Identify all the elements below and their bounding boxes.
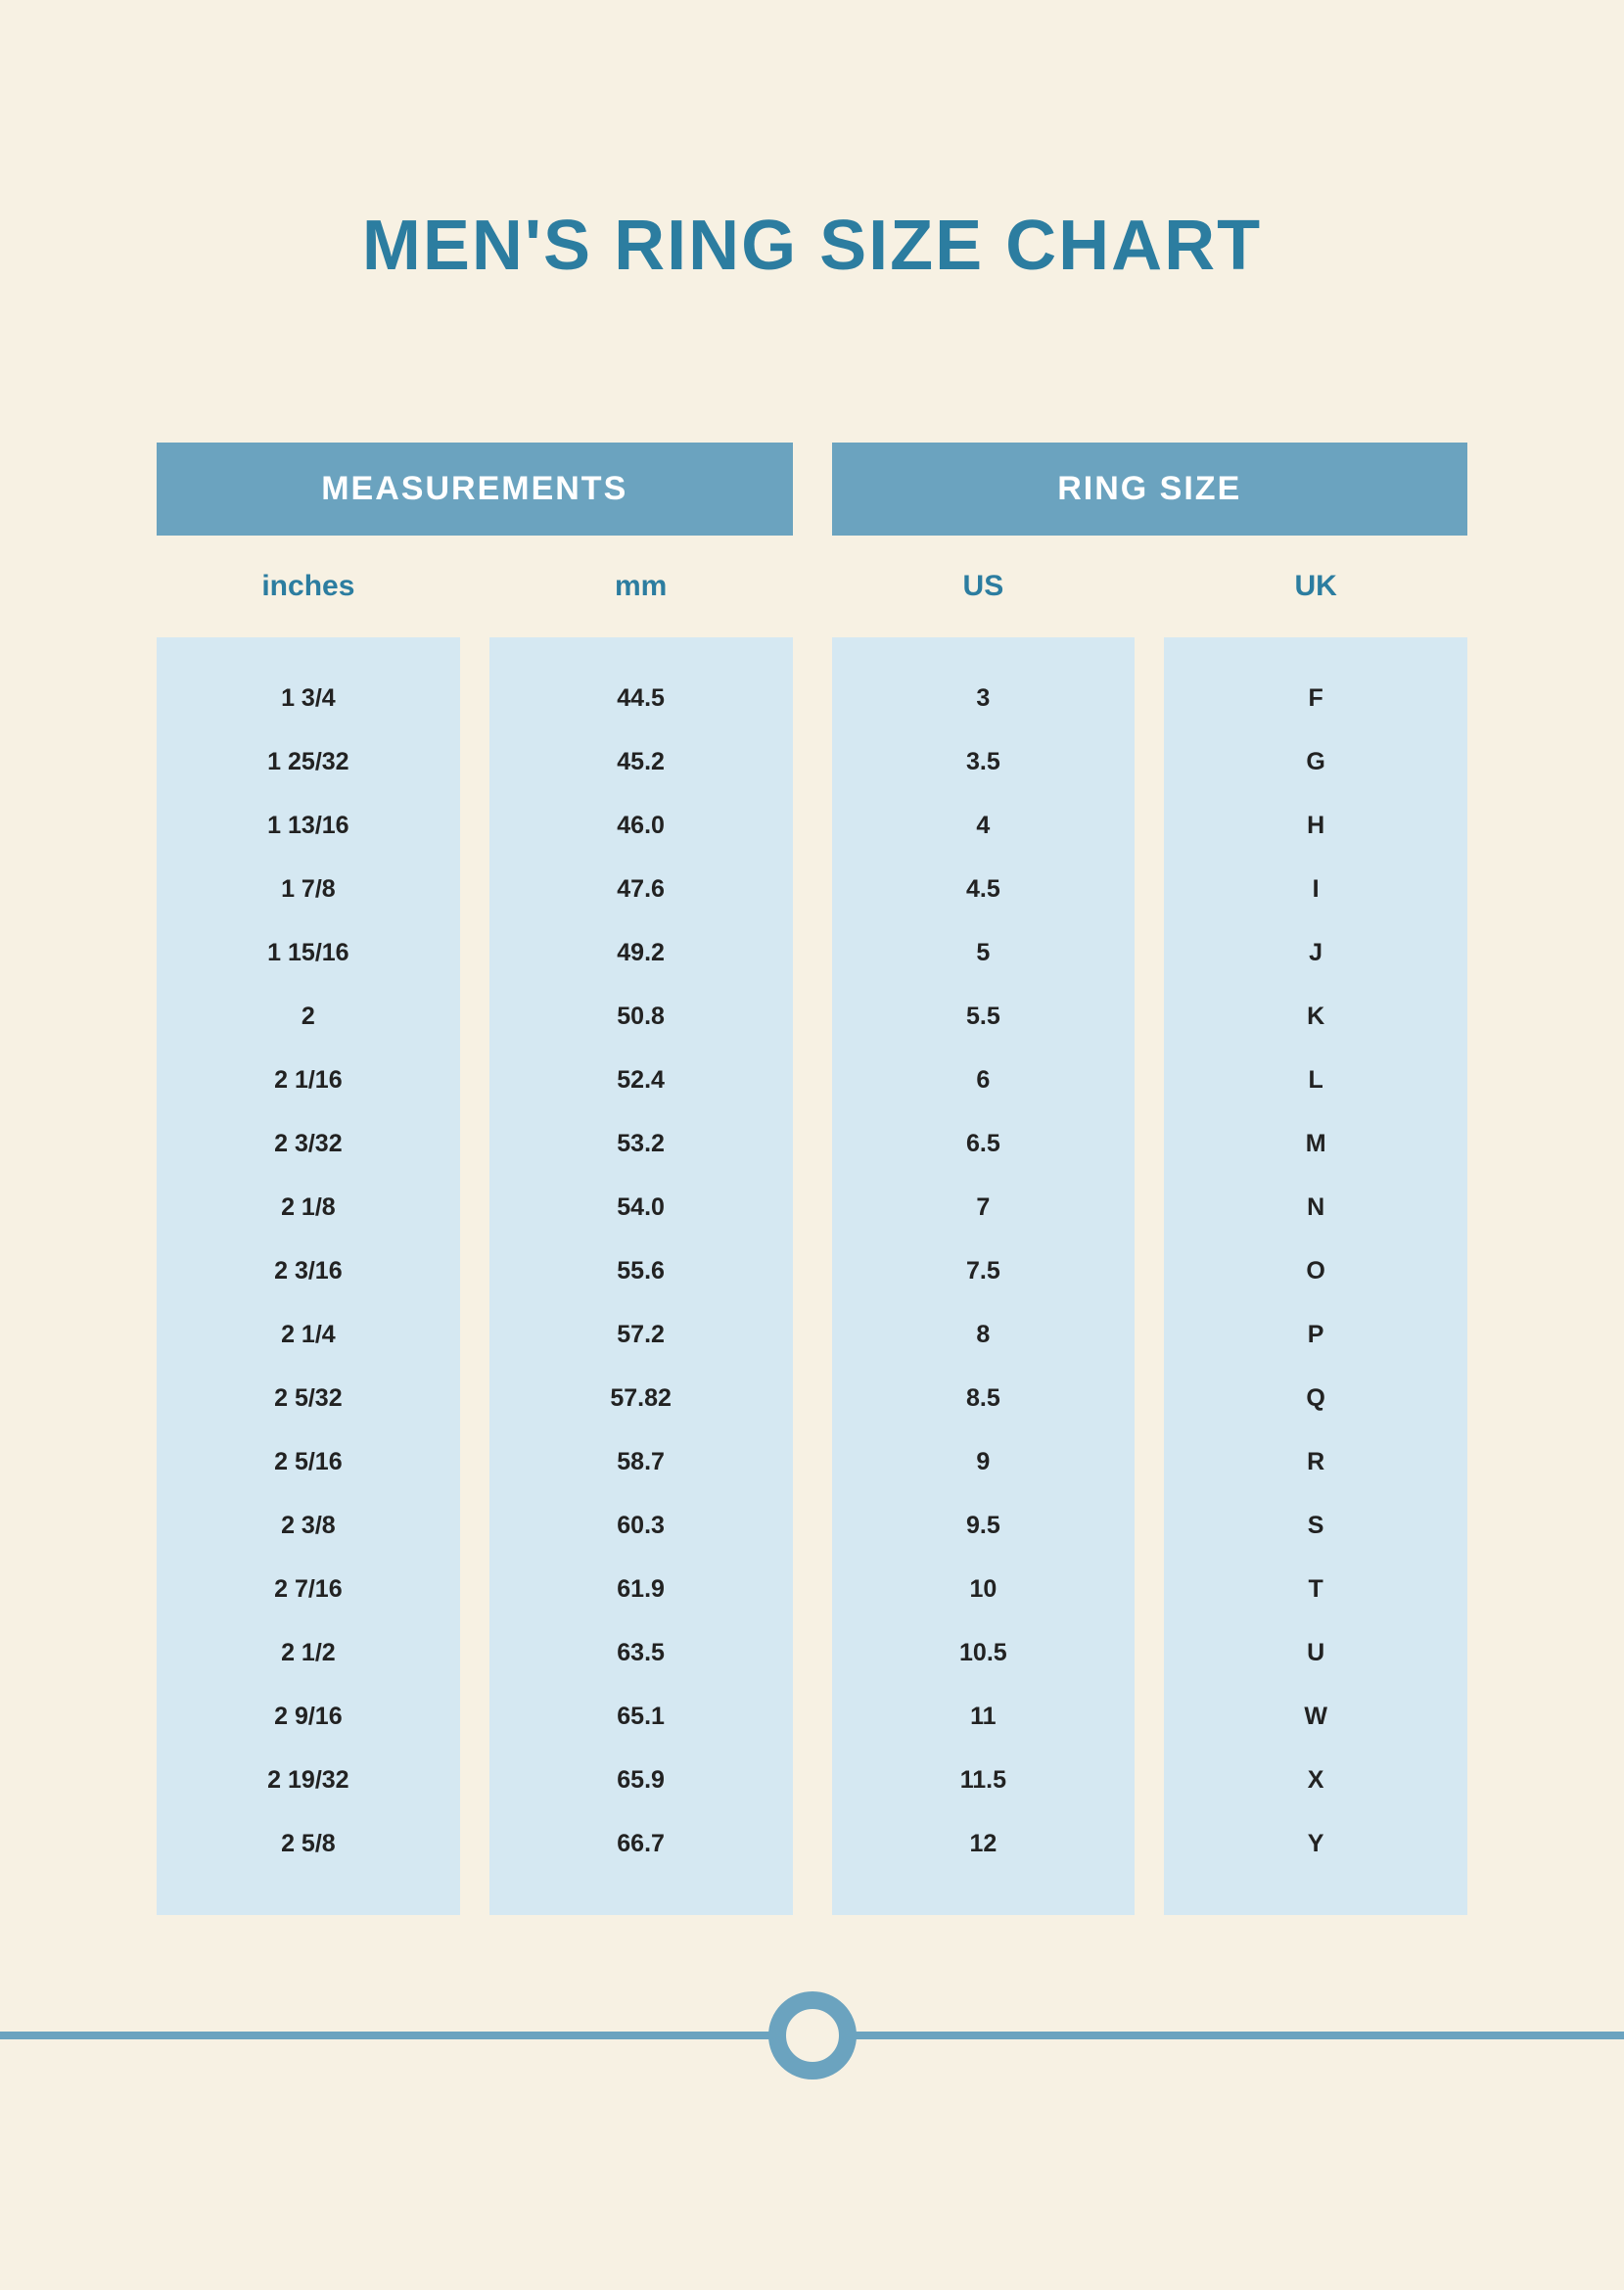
col-uk: FGHIJKLMNOPQRSTUWXY: [1164, 637, 1467, 1915]
table-cell: 2: [157, 985, 460, 1049]
col-header-inches: inches: [157, 570, 460, 603]
table-cell: 5.5: [832, 985, 1136, 1049]
table-cell: T: [1164, 1558, 1467, 1621]
page: MEN'S RING SIZE CHART MEASUREMENTS inche…: [0, 0, 1624, 1915]
table-cell: G: [1164, 730, 1467, 794]
col-header-us: US: [832, 570, 1136, 603]
table-cell: 52.4: [489, 1049, 793, 1112]
table-cell: 63.5: [489, 1621, 793, 1685]
table-cell: 45.2: [489, 730, 793, 794]
table-cell: 4: [832, 794, 1136, 858]
columns-measurements: 1 3/41 25/321 13/161 7/81 15/1622 1/162 …: [157, 637, 793, 1915]
table-cell: 50.8: [489, 985, 793, 1049]
group-ring-size: RING SIZE US UK 33.544.555.566.577.588.5…: [832, 443, 1468, 1915]
subheaders-measurements: inches mm: [157, 536, 793, 637]
table-cell: 6.5: [832, 1112, 1136, 1176]
table-cell: I: [1164, 858, 1467, 921]
table-cell: H: [1164, 794, 1467, 858]
table-cell: N: [1164, 1176, 1467, 1239]
table-cell: 65.1: [489, 1685, 793, 1749]
table-cell: 2 3/16: [157, 1239, 460, 1303]
table-cell: 47.6: [489, 858, 793, 921]
table-cell: 10.5: [832, 1621, 1136, 1685]
table-cell: 1 3/4: [157, 667, 460, 730]
table-cell: 2 1/4: [157, 1303, 460, 1367]
table-cell: 2 9/16: [157, 1685, 460, 1749]
group-header-ring-size: RING SIZE: [832, 443, 1468, 536]
table-cell: 11.5: [832, 1749, 1136, 1812]
col-inches: 1 3/41 25/321 13/161 7/81 15/1622 1/162 …: [157, 637, 460, 1915]
table-cell: 55.6: [489, 1239, 793, 1303]
size-table: MEASUREMENTS inches mm 1 3/41 25/321 13/…: [157, 443, 1467, 1915]
table-cell: 6: [832, 1049, 1136, 1112]
table-cell: 2 7/16: [157, 1558, 460, 1621]
table-cell: 2 1/8: [157, 1176, 460, 1239]
ring-icon: [768, 1991, 857, 2080]
table-cell: 3: [832, 667, 1136, 730]
table-cell: U: [1164, 1621, 1467, 1685]
table-cell: F: [1164, 667, 1467, 730]
col-header-mm: mm: [489, 570, 793, 603]
table-cell: 57.82: [489, 1367, 793, 1430]
table-cell: 53.2: [489, 1112, 793, 1176]
table-cell: 2 3/32: [157, 1112, 460, 1176]
table-cell: 9.5: [832, 1494, 1136, 1558]
table-cell: 2 1/2: [157, 1621, 460, 1685]
group-header-measurements: MEASUREMENTS: [157, 443, 793, 536]
table-cell: 60.3: [489, 1494, 793, 1558]
table-cell: P: [1164, 1303, 1467, 1367]
table-cell: 2 5/8: [157, 1812, 460, 1876]
table-cell: 11: [832, 1685, 1136, 1749]
table-cell: 2 5/32: [157, 1367, 460, 1430]
table-cell: 46.0: [489, 794, 793, 858]
subheaders-ring-size: US UK: [832, 536, 1468, 637]
table-cell: K: [1164, 985, 1467, 1049]
table-cell: R: [1164, 1430, 1467, 1494]
col-us: 33.544.555.566.577.588.599.51010.51111.5…: [832, 637, 1136, 1915]
page-title: MEN'S RING SIZE CHART: [157, 206, 1467, 286]
table-cell: 1 15/16: [157, 921, 460, 985]
table-cell: 65.9: [489, 1749, 793, 1812]
table-cell: 3.5: [832, 730, 1136, 794]
col-header-uk: UK: [1164, 570, 1467, 603]
table-cell: 8: [832, 1303, 1136, 1367]
table-cell: 2 19/32: [157, 1749, 460, 1812]
table-cell: 7.5: [832, 1239, 1136, 1303]
footer-decoration: [0, 1996, 1624, 2075]
table-cell: S: [1164, 1494, 1467, 1558]
table-cell: J: [1164, 921, 1467, 985]
table-cell: 8.5: [832, 1367, 1136, 1430]
col-mm: 44.545.246.047.649.250.852.453.254.055.6…: [489, 637, 793, 1915]
table-cell: 7: [832, 1176, 1136, 1239]
table-cell: L: [1164, 1049, 1467, 1112]
table-cell: 5: [832, 921, 1136, 985]
table-cell: X: [1164, 1749, 1467, 1812]
columns-ring-size: 33.544.555.566.577.588.599.51010.51111.5…: [832, 637, 1468, 1915]
table-cell: M: [1164, 1112, 1467, 1176]
group-measurements: MEASUREMENTS inches mm 1 3/41 25/321 13/…: [157, 443, 793, 1915]
table-cell: 57.2: [489, 1303, 793, 1367]
table-cell: 54.0: [489, 1176, 793, 1239]
table-cell: 2 5/16: [157, 1430, 460, 1494]
table-cell: 1 7/8: [157, 858, 460, 921]
table-cell: 44.5: [489, 667, 793, 730]
table-cell: 66.7: [489, 1812, 793, 1876]
table-cell: W: [1164, 1685, 1467, 1749]
table-cell: 2 3/8: [157, 1494, 460, 1558]
table-cell: O: [1164, 1239, 1467, 1303]
table-cell: 9: [832, 1430, 1136, 1494]
table-cell: 58.7: [489, 1430, 793, 1494]
table-cell: Y: [1164, 1812, 1467, 1876]
table-cell: 1 13/16: [157, 794, 460, 858]
table-cell: 12: [832, 1812, 1136, 1876]
table-cell: 2 1/16: [157, 1049, 460, 1112]
table-cell: 4.5: [832, 858, 1136, 921]
table-cell: 61.9: [489, 1558, 793, 1621]
table-cell: 49.2: [489, 921, 793, 985]
table-cell: 10: [832, 1558, 1136, 1621]
table-cell: 1 25/32: [157, 730, 460, 794]
table-cell: Q: [1164, 1367, 1467, 1430]
